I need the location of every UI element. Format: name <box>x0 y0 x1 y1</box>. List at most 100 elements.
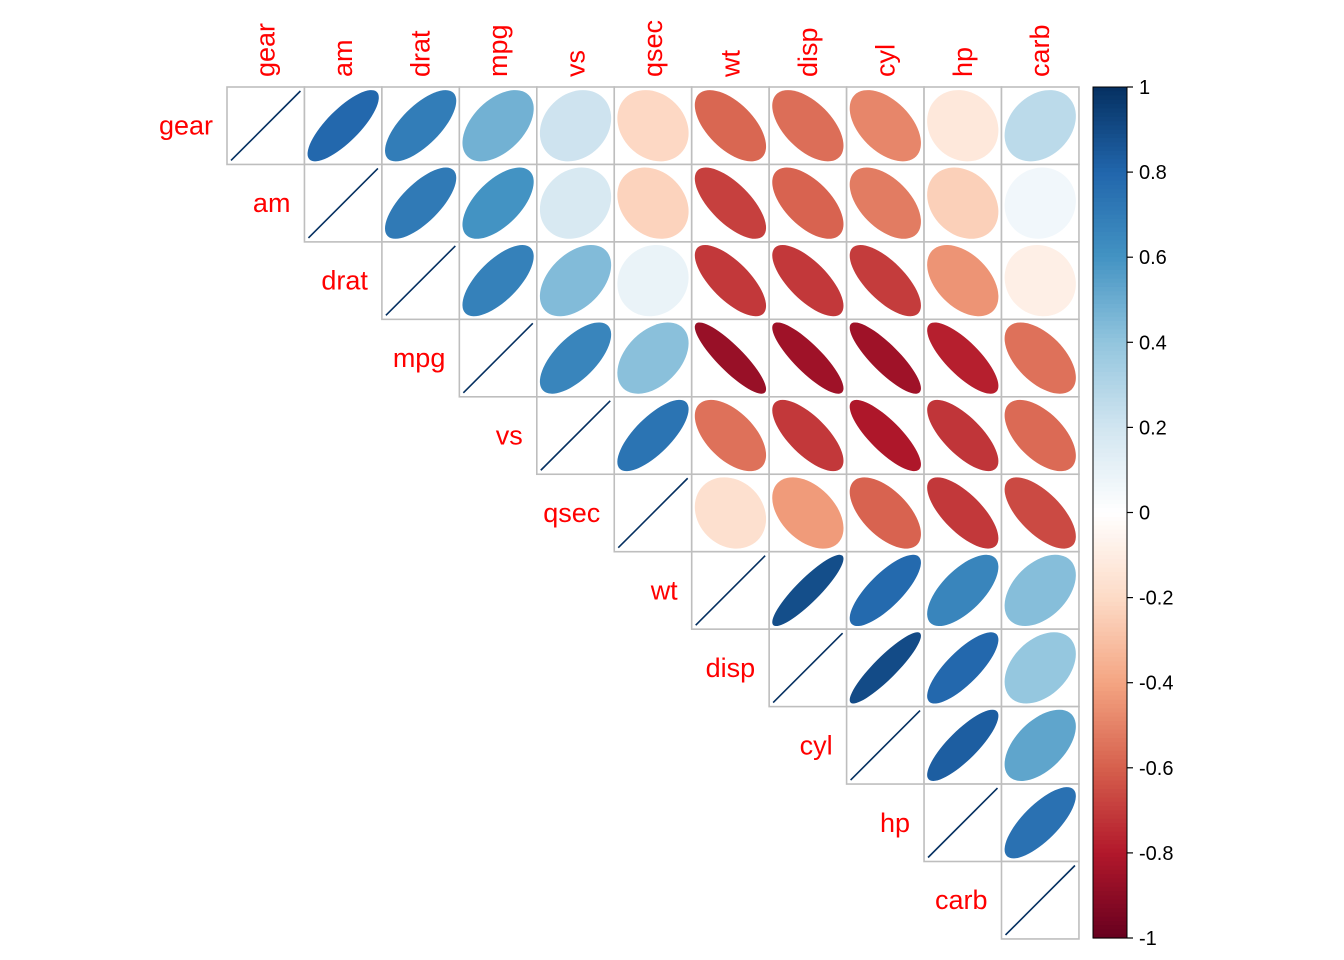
colorbar-segment <box>1093 206 1127 211</box>
colorbar-segment <box>1093 274 1127 280</box>
colorbar-segment <box>1093 806 1127 811</box>
cell-am-wt <box>690 163 770 243</box>
colorbar-segment <box>1093 210 1127 216</box>
cell-drat-qsec <box>613 241 693 321</box>
corr-ellipse <box>694 167 767 239</box>
colorbar-segment <box>1093 491 1127 497</box>
colorbar-segment <box>1093 308 1127 314</box>
colorbar-segment <box>1093 414 1127 420</box>
colorbar-segment <box>1093 801 1127 807</box>
colorbar-segment <box>1093 746 1127 752</box>
colorbar-segment <box>1093 572 1127 577</box>
diagonal-line <box>307 167 379 239</box>
cell-disp-carb <box>1000 628 1080 708</box>
colorbar-segment <box>1093 878 1127 884</box>
cell-mpg-carb <box>1000 318 1080 398</box>
colorbar-segment <box>1093 367 1127 373</box>
diagonal-line <box>695 555 766 626</box>
cell-mpg-vs <box>535 318 616 398</box>
colorbar-segment <box>1093 482 1127 488</box>
colorbar-segment <box>1093 197 1127 203</box>
colorbar-segment <box>1093 903 1127 909</box>
corr-ellipse <box>849 244 921 317</box>
col-label-qsec: qsec <box>638 20 668 77</box>
cell-vs-wt <box>690 395 770 476</box>
colorbar-segment <box>1093 265 1127 271</box>
col-label-gear: gear <box>251 23 281 77</box>
cell-gear-drat <box>381 86 461 166</box>
cell-drat-drat <box>381 241 461 321</box>
row-label-vs: vs <box>496 421 523 451</box>
row-label-wt: wt <box>650 575 678 605</box>
colorbar-segment <box>1093 380 1127 386</box>
cell-wt-hp <box>923 550 1003 630</box>
corr-ellipse <box>617 399 689 472</box>
colorbar-segment <box>1093 929 1127 935</box>
colorbar-segment <box>1093 852 1127 858</box>
colorbar-segment <box>1093 112 1127 118</box>
colorbar-segment <box>1093 448 1127 454</box>
corr-ellipse <box>849 554 921 627</box>
colorbar-segment <box>1093 240 1127 246</box>
row-label-drat: drat <box>321 266 368 296</box>
colorbar-segment <box>1093 495 1127 501</box>
cell-drat-cyl <box>845 241 925 321</box>
colorbar-segment <box>1093 231 1127 237</box>
corr-ellipse <box>772 399 844 472</box>
colorbar-segment <box>1093 138 1127 143</box>
colorbar-segment <box>1093 627 1127 633</box>
colorbar-segment <box>1093 550 1127 556</box>
cell-wt-wt <box>690 550 770 630</box>
colorbar-segment <box>1093 295 1127 301</box>
colorbar-segment <box>1093 869 1127 875</box>
cell-gear-gear <box>226 86 306 166</box>
colorbar-segment <box>1093 891 1127 897</box>
colorbar-segment <box>1093 125 1127 131</box>
colorbar-segment <box>1093 857 1127 862</box>
diagonal-line <box>850 710 921 781</box>
col-label-cyl: cyl <box>870 44 900 77</box>
cell-gear-carb <box>1000 86 1080 166</box>
colorbar-segment <box>1093 214 1127 220</box>
colorbar-segment <box>1093 244 1127 250</box>
colorbar-segment <box>1093 580 1127 586</box>
cell-drat-vs <box>535 241 616 321</box>
colorbar-segment <box>1093 435 1127 441</box>
colorbar-segment <box>1093 316 1127 322</box>
colorbar-segment <box>1093 559 1127 565</box>
colorbar-segment <box>1093 142 1127 148</box>
cell-gear-wt <box>690 86 770 166</box>
colorbar-segment <box>1093 831 1127 837</box>
colorbar-segment <box>1093 763 1127 769</box>
colorbar-segment <box>1093 631 1127 637</box>
colorbar-segment <box>1093 686 1127 692</box>
corr-ellipse <box>617 244 689 317</box>
cell-mpg-cyl <box>845 318 925 398</box>
cell-qsec-carb <box>1000 473 1080 553</box>
corr-ellipse <box>385 90 457 162</box>
corr-ellipse <box>539 167 612 239</box>
colorbar-segment <box>1093 95 1127 101</box>
cell-am-cyl <box>845 163 925 243</box>
corr-ellipse <box>772 167 844 239</box>
colorbar-segment <box>1093 542 1127 548</box>
cell-wt-disp <box>768 550 848 630</box>
colorbar-segment <box>1093 342 1127 348</box>
row-label-cyl: cyl <box>800 730 833 760</box>
colorbar-segment <box>1093 776 1127 782</box>
colorbar-segment <box>1093 469 1127 475</box>
col-label-carb: carb <box>1025 24 1055 77</box>
row-label-carb: carb <box>935 885 988 915</box>
cell-mpg-qsec <box>613 318 693 398</box>
colorbar-segment <box>1093 589 1127 594</box>
colorbar-segment <box>1093 133 1127 139</box>
row-label-mpg: mpg <box>393 343 446 373</box>
colorbar-segment <box>1093 759 1127 765</box>
colorbar-segment <box>1093 104 1127 109</box>
colorbar-segment <box>1093 644 1127 650</box>
colorbar-segment <box>1093 865 1127 871</box>
colorbar-segment <box>1093 899 1127 905</box>
corr-ellipse <box>849 90 921 162</box>
colorbar-segment <box>1093 461 1127 467</box>
colorbar-segment <box>1093 712 1127 718</box>
